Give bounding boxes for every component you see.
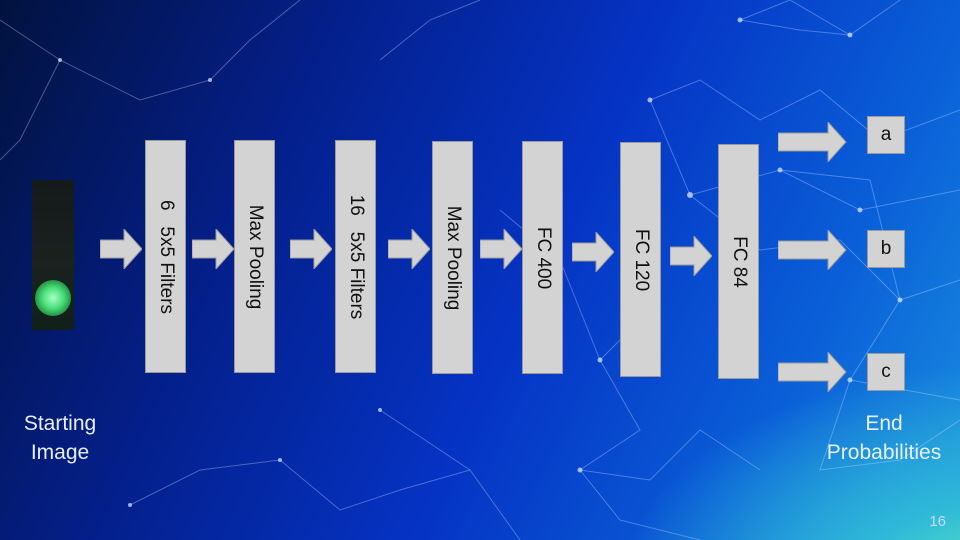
output-c: c (867, 353, 905, 391)
max-pooling-layer-1: Max Pooling (234, 140, 275, 373)
arrow-icon (388, 229, 430, 269)
green-light-icon (35, 280, 71, 316)
arrow-icon (778, 230, 847, 270)
starting-image-label: Starting Image (23, 412, 97, 464)
page-number: 16 (929, 513, 946, 530)
conv-layer-2: 16 5x5 Filters (335, 140, 376, 373)
end-probabilities-label: End Probabilities (826, 412, 942, 464)
arrow-icon (778, 122, 847, 162)
arrow-icon (100, 229, 142, 269)
max-pooling-layer-2: Max Pooling (432, 141, 473, 374)
conv-layer-1: 6 5x5 Filters (145, 140, 186, 373)
arrow-icon (192, 229, 234, 269)
arrow-icon (778, 352, 847, 392)
starting-image (32, 180, 74, 330)
output-a: a (867, 116, 905, 154)
arrow-icon (670, 236, 712, 276)
fc-120-layer: FC 120 (620, 142, 661, 377)
arrow-icon (290, 229, 332, 269)
fc-400-layer: FC 400 (522, 141, 563, 374)
fc-84-layer: FC 84 (718, 144, 759, 379)
arrow-icon (572, 232, 614, 272)
output-b: b (867, 230, 905, 268)
arrow-icon (480, 229, 522, 269)
